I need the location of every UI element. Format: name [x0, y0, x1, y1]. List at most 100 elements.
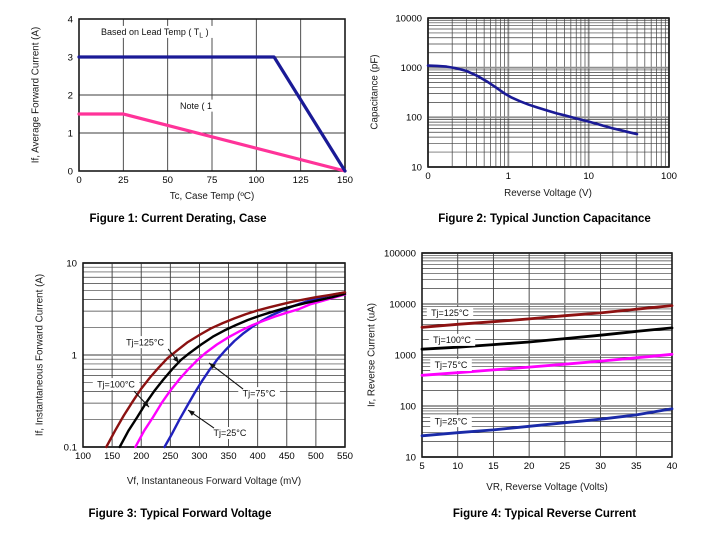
x-tick-label: 20: [524, 461, 535, 470]
x-tick-label: 35: [631, 461, 642, 470]
annotation-bg: [209, 427, 251, 440]
y-tick-label: 100: [400, 401, 416, 412]
figure-3-y-axis-title: If, Instantaneous Forward Current (A): [34, 273, 46, 437]
figure-2-y-axis-title: Capacitance (pF): [369, 54, 381, 130]
annotation-bg: [430, 415, 472, 428]
annotation-bg: [90, 25, 219, 38]
x-tick-label: 250: [162, 451, 178, 462]
annotation-arrow-head: [209, 362, 216, 369]
annotation-bg: [238, 387, 280, 400]
y-tick-label: 1: [72, 350, 77, 361]
x-tick-label: 50: [162, 175, 173, 186]
figure-2-x-axis-title: Reverse Voltage (V): [504, 188, 592, 199]
x-tick-label: 25: [560, 461, 571, 470]
x-tick-label: 125: [293, 175, 309, 186]
x-tick-label: 0: [76, 175, 81, 186]
plot-border: [78, 18, 346, 172]
x-tick-label: 500: [308, 451, 324, 462]
annotation-bg: [121, 336, 169, 349]
y-tick-label: 4: [68, 14, 74, 25]
x-tick-label: 1: [506, 171, 511, 182]
y-tick-label: 1000: [395, 350, 416, 361]
x-tick-label: 150: [337, 175, 353, 186]
y-tick-label: 1: [68, 128, 73, 139]
y-tick-label: 3: [68, 52, 73, 63]
x-tick-label: 10: [452, 461, 463, 470]
annotation-arrow-head: [142, 400, 150, 408]
x-tick-label: 10: [583, 171, 594, 182]
annotation-arrow-head: [172, 356, 179, 363]
curve-Tj=125C: [105, 291, 347, 449]
x-tick-label: 450: [279, 451, 295, 462]
figure-3-caption: Figure 3: Typical Forward Voltage: [88, 508, 272, 520]
curve-Tj=75C: [420, 352, 674, 377]
x-tick-label: 550: [337, 451, 353, 462]
y-tick-label: 10: [405, 452, 416, 463]
annotation-bg: [92, 378, 140, 391]
y-tick-label: 1000: [401, 63, 422, 74]
curve-derating-vs-case-temp: [77, 112, 347, 173]
curve-Tj=100C: [118, 292, 347, 449]
y-tick-label: 10000: [395, 13, 422, 24]
plot-border: [427, 17, 670, 168]
figure-1-y-axis-title: If, Average Forward Current (A): [30, 26, 42, 164]
figure-4-caption: Figure 4: Typical Reverse Current: [452, 508, 637, 520]
x-tick-label: 100: [661, 171, 677, 182]
figure-2-chart: 0 1 10 100 10 100 1000 10000: [395, 13, 677, 182]
figure-1-caption: Figure 1: Current Derating, Case: [89, 213, 267, 225]
figure-4-y-axis-title: Ir, Reverse Current (uA): [366, 303, 378, 407]
annotation-bg: [170, 99, 222, 112]
curve-Tj=25C: [163, 291, 347, 449]
y-tick-label: 10000: [389, 299, 416, 310]
figure-1-x-axis-title: Tc, Case Temp (ºC): [169, 191, 255, 202]
x-tick-label: 300: [191, 451, 207, 462]
annotation-arrow-head: [188, 410, 195, 416]
figure-3-chart: 100 150 200 250 300 350 400 450 500 550 0.1 1 10 Tj=1…: [64, 258, 353, 462]
annotation-bg: [428, 333, 476, 346]
y-tick-label: 100000: [384, 248, 416, 259]
x-tick-label: 100: [248, 175, 264, 186]
annotation-label: Tj=75°C: [243, 388, 276, 398]
annotation-bg: [426, 306, 474, 319]
y-tick-label: 0.1: [64, 442, 77, 453]
figure-4-x-axis-title: VR, Reverse Voltage (Volts): [486, 482, 608, 493]
plot-border: [82, 262, 346, 448]
x-tick-label: 40: [667, 461, 678, 470]
figure-3-x-axis-title: Vf, Instantaneous Forward Voltage (mV): [126, 476, 302, 487]
annotation-label: Tj=25°C: [435, 416, 468, 426]
curve-Tj=75C: [134, 293, 347, 449]
x-tick-label: 75: [207, 175, 218, 186]
curve-Tj=125C: [420, 304, 674, 329]
annotation-label: Tj=125°C: [126, 337, 164, 347]
curve-junction-capacitance: [426, 64, 639, 136]
curve-derating-based-on-lead-temp: [77, 55, 347, 173]
annotation-label: Tj=100°C: [433, 335, 471, 345]
x-tick-label: 400: [250, 451, 266, 462]
annotation-label: Based on Lead Temp ( TL ): [101, 27, 209, 39]
figure-2-caption: Figure 2: Typical Junction Capacitance: [438, 213, 651, 225]
x-tick-label: 350: [221, 451, 237, 462]
y-tick-label: 0: [68, 166, 73, 177]
x-tick-label: 5: [419, 461, 424, 470]
x-tick-label: 15: [488, 461, 499, 470]
y-tick-label: 10: [66, 258, 77, 269]
annotation-arrow-line: [208, 362, 244, 390]
annotation-label: Tj=125°C: [431, 308, 469, 318]
y-tick-label: 2: [68, 90, 73, 101]
y-tick-label: 10: [411, 162, 422, 173]
y-tick-label: 100: [406, 113, 422, 124]
figure-4-chart: 5 10 15 20 25 30 35 4010100100010000100000Tj=12…: [384, 248, 678, 470]
curve-Tj=25C: [420, 407, 674, 438]
annotation-bg: [430, 358, 472, 371]
annotation-label: Tj=75°C: [435, 360, 468, 370]
x-tick-label: 30: [595, 461, 606, 470]
curve-Tj=100C: [420, 326, 674, 351]
annotation-label: Tj=25°C: [214, 428, 247, 438]
annotation-label: Note ( 1: [180, 101, 212, 111]
figure-1-chart: 0 25 50 75 100 125 150 0 1 2 3 4 Based on Lead Temp …: [68, 14, 353, 186]
x-tick-label: 100: [75, 451, 91, 462]
annotation-label: Tj=100°C: [97, 379, 135, 389]
x-tick-label: 150: [104, 451, 120, 462]
x-tick-label: 0: [425, 171, 430, 182]
x-tick-label: 25: [118, 175, 129, 186]
